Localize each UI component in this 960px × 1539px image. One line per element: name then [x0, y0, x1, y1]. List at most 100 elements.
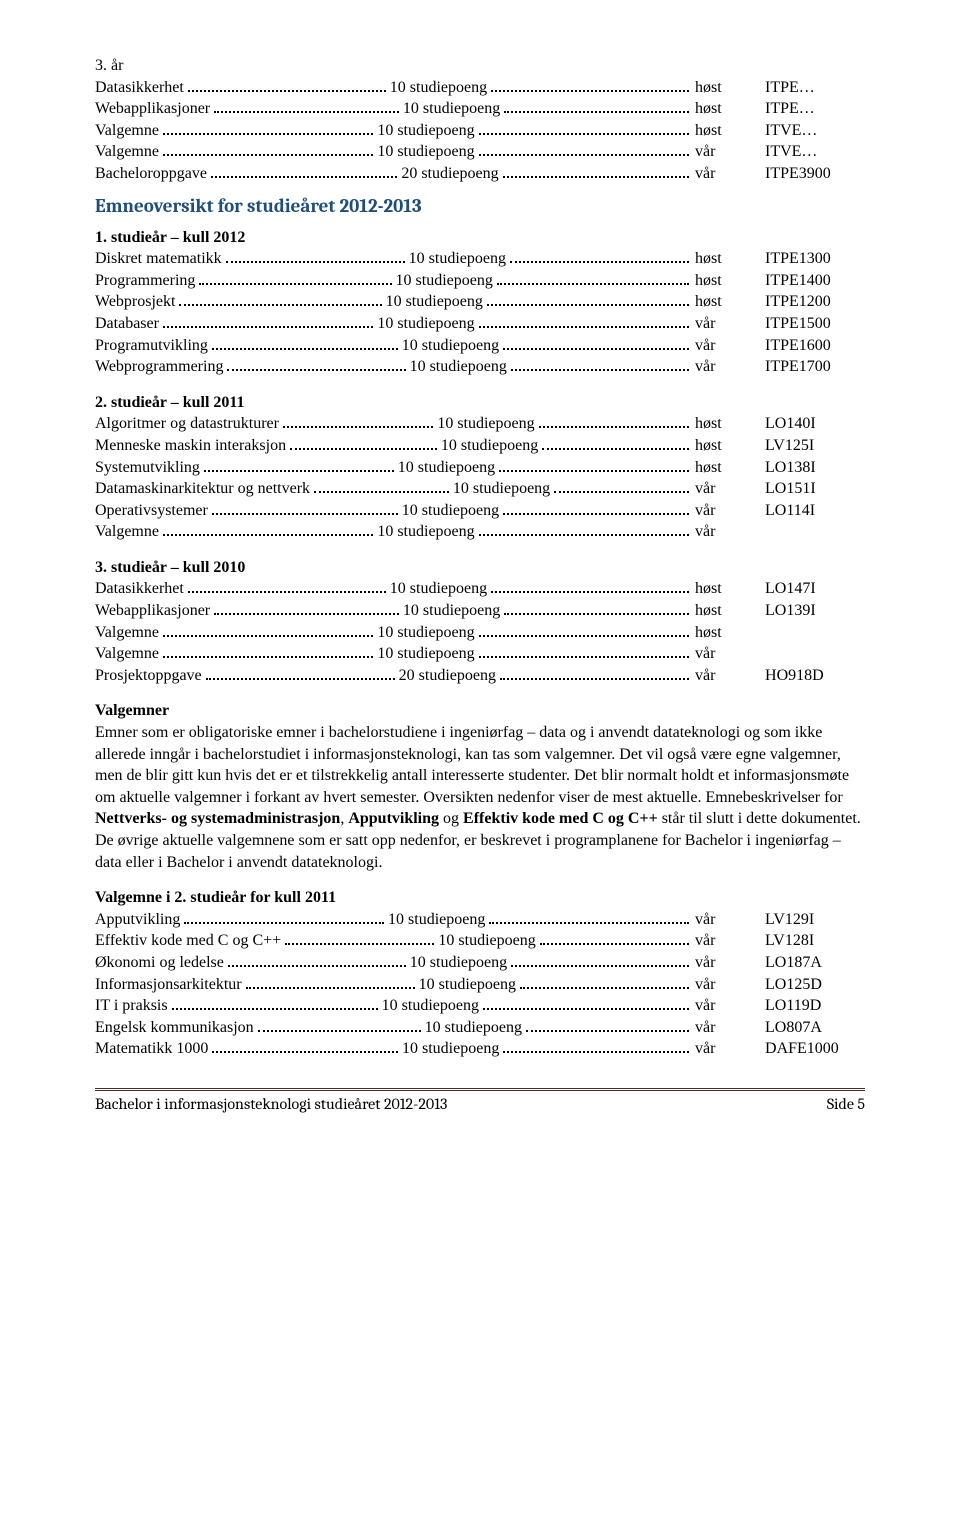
list-item: Økonomi og ledelse 10 studiepoeng vårLO187… — [95, 952, 865, 974]
item-semester: vår — [693, 141, 735, 163]
item-semester: høst — [693, 291, 735, 313]
item-semester: høst — [693, 270, 735, 292]
item-code: ITPE1400 — [735, 270, 865, 292]
item-label: Matematikk 1000 — [95, 1038, 208, 1060]
item-points: 20 studiepoeng — [399, 665, 496, 687]
list-item: Operativsystemer10 studiepoengvårLO114I — [95, 500, 865, 522]
list-item: Bacheloroppgave20 studiepoengvårITPE3900 — [95, 163, 865, 185]
list-item: Algoritmer og datastrukturer10 studiepoe… — [95, 413, 865, 435]
item-label: Webapplikasjoner — [95, 600, 210, 622]
section-kull-2010: 3. studieår – kull 2010Datasikkerhet10 s… — [95, 557, 865, 687]
list-item: Matematikk 100010 studiepoengvårDAFE1000 — [95, 1038, 865, 1060]
dots — [479, 154, 689, 156]
item-semester: vår — [693, 974, 735, 996]
list-item: IT i praksis10 studiepoengvårLO119D — [95, 995, 865, 1017]
dots — [526, 1030, 689, 1032]
valgemner-bold-2: Apputvikling — [348, 810, 439, 827]
item-code: ITPE1500 — [735, 313, 865, 335]
item-semester: vår — [693, 952, 735, 974]
valgemner-paragraph: Valgemner Emner som er obligatoriske emn… — [95, 700, 865, 873]
item-points: 10 studiepoeng — [402, 1038, 499, 1060]
list-item: Informasjonsarkitektur10 studiepoengvårL… — [95, 974, 865, 996]
list-item: Datasikkerhet10 studiepoenghøstITPE… — [95, 77, 865, 99]
footer-left: Bachelor i informasjonsteknologi studieå… — [95, 1095, 447, 1113]
dots — [503, 348, 689, 350]
footer-right: Side 5 — [827, 1095, 865, 1113]
item-points: 10 studiepoeng — [377, 313, 474, 335]
list-heading: 2. studieår – kull 2011 — [95, 392, 865, 414]
dots — [285, 943, 434, 945]
item-label: Systemutvikling — [95, 457, 200, 479]
item-points: 10 studiepoeng — [419, 974, 516, 996]
dots — [520, 987, 689, 989]
item-points: 10 studiepoeng — [398, 457, 495, 479]
item-label: Datasikkerhet — [95, 77, 184, 99]
item-label: Prosjektoppgave — [95, 665, 202, 687]
item-code: LO187A — [735, 952, 865, 974]
item-points: 10 studiepoeng — [377, 622, 474, 644]
list-item: Effektiv kode med C og C++10 studiepoeng… — [95, 930, 865, 952]
footer: Bachelor i informasjonsteknologi studieå… — [95, 1091, 865, 1113]
dots — [500, 678, 689, 680]
item-label: Algoritmer og datastrukturer — [95, 413, 279, 435]
dots — [479, 656, 689, 658]
dots — [188, 591, 386, 593]
dots — [212, 1051, 398, 1053]
dots — [290, 448, 437, 450]
dots — [504, 613, 689, 615]
valgemner-text-1: Emner som er obligatoriske emner i bache… — [95, 724, 849, 806]
item-label: Diskret matematikk — [95, 248, 222, 270]
item-points: 10 studiepoeng — [382, 995, 479, 1017]
item-semester: høst — [693, 578, 735, 600]
item-points: 10 studiepoeng — [410, 952, 507, 974]
item-semester: vår — [693, 335, 735, 357]
dots — [227, 369, 405, 371]
dots — [314, 491, 449, 493]
item-points: 10 studiepoeng — [402, 500, 499, 522]
item-label: Økonomi og ledelse — [95, 952, 224, 974]
dots — [163, 326, 373, 328]
dots — [497, 283, 689, 285]
dots — [539, 426, 689, 428]
item-code: ITPE1600 — [735, 335, 865, 357]
dots — [184, 922, 384, 924]
item-label: Engelsk kommunikasjon — [95, 1017, 254, 1039]
item-points: 10 studiepoeng — [409, 248, 506, 270]
item-code: ITPE1700 — [735, 356, 865, 378]
dots — [211, 176, 397, 178]
item-code: LO139I — [735, 600, 865, 622]
item-points: 10 studiepoeng — [402, 335, 499, 357]
dots — [163, 534, 373, 536]
item-code: ITVE… — [735, 141, 865, 163]
list-item: Programmering10 studiepoenghøstITPE1400 — [95, 270, 865, 292]
list-item: Valgemne10 studiepoengvår — [95, 521, 865, 543]
item-semester: vår — [693, 313, 735, 335]
item-points: 10 studiepoeng — [410, 356, 507, 378]
dots — [206, 678, 395, 680]
item-semester: vår — [693, 909, 735, 931]
item-label: Apputvikling — [95, 909, 180, 931]
list-item: Datasikkerhet10 studiepoenghøstLO147I — [95, 578, 865, 600]
item-code: ITPE3900 — [735, 163, 865, 185]
list-heading: 3. år — [95, 55, 865, 77]
item-points: 10 studiepoeng — [438, 930, 535, 952]
list-item: Programutvikling10 studiepoengvårITPE160… — [95, 335, 865, 357]
item-code: ITPE1200 — [735, 291, 865, 313]
item-code: ITPE… — [735, 98, 865, 120]
section-kull-2012: 1. studieår – kull 2012Diskret matematik… — [95, 227, 865, 378]
item-semester: høst — [693, 600, 735, 622]
item-points: 10 studiepoeng — [377, 521, 474, 543]
dots — [499, 470, 689, 472]
item-points: 10 studiepoeng — [403, 98, 500, 120]
dots — [511, 369, 689, 371]
item-semester: høst — [693, 457, 735, 479]
item-label: Valgemne — [95, 141, 159, 163]
item-code: LV128I — [735, 930, 865, 952]
list-heading: 1. studieår – kull 2012 — [95, 227, 865, 249]
item-label: Valgemne — [95, 643, 159, 665]
item-semester: høst — [693, 622, 735, 644]
item-label: IT i praksis — [95, 995, 168, 1017]
dots — [199, 283, 391, 285]
dots — [503, 176, 689, 178]
item-label: Bacheloroppgave — [95, 163, 207, 185]
